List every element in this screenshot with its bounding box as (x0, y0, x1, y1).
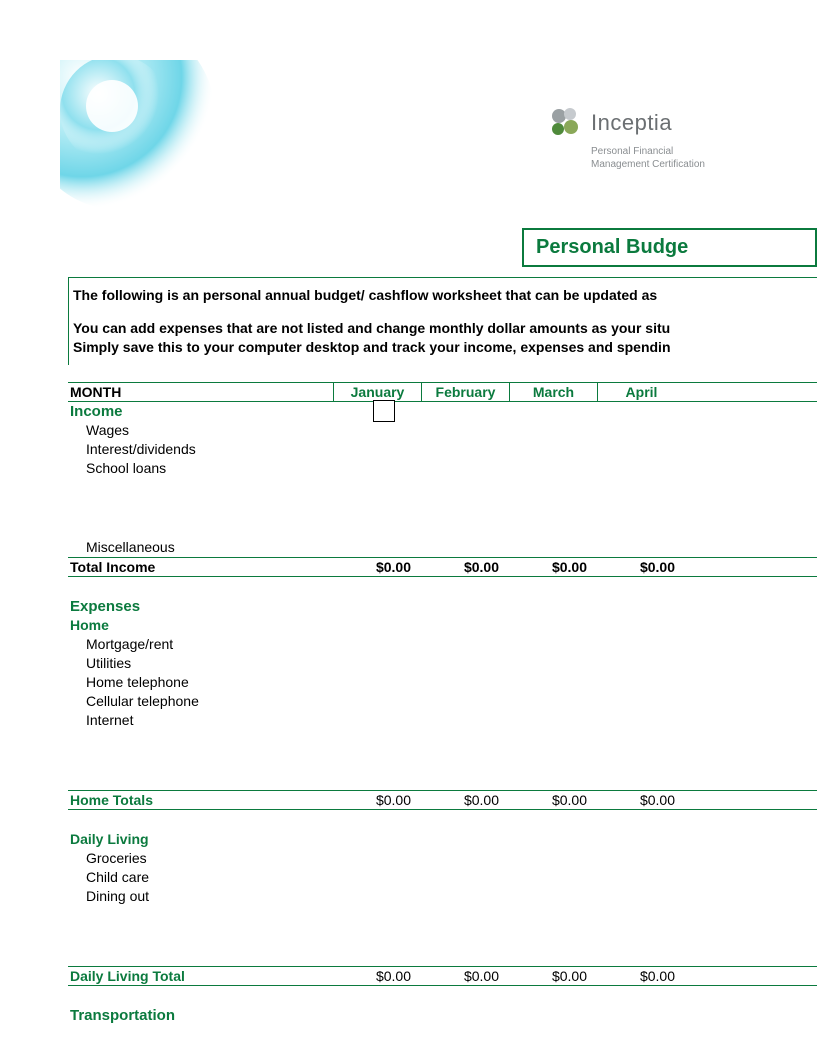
label-mortgage: Mortgage/rent (68, 635, 333, 654)
transportation-header-row: Transportation (68, 1006, 817, 1025)
intro-paragraph-1: The following is an personal annual budg… (73, 286, 811, 305)
budget-sheet: MONTH January February March April Incom… (68, 382, 817, 1025)
row-miscellaneous[interactable]: Miscellaneous (68, 538, 817, 557)
transportation-header: Transportation (68, 1006, 333, 1025)
label-dining-out: Dining out (68, 887, 333, 906)
row-child-care[interactable]: Child care (68, 868, 817, 887)
daily-total-apr: $0.00 (597, 967, 685, 985)
home-totals-row: Home Totals $0.00 $0.00 $0.00 $0.00 (68, 790, 817, 810)
home-header-row: Home (68, 616, 817, 635)
intro-text-box: The following is an personal annual budg… (68, 277, 817, 365)
label-daily-living-total: Daily Living Total (68, 967, 333, 985)
label-utilities: Utilities (68, 654, 333, 673)
label-internet: Internet (68, 711, 333, 730)
document-title: Personal Budge (536, 236, 803, 259)
label-miscellaneous: Miscellaneous (68, 538, 333, 557)
col-march[interactable]: March (509, 383, 597, 401)
income-header-row: Income (68, 402, 817, 421)
intro-line-2a: You can add expenses that are not listed… (73, 320, 670, 336)
daily-total-feb: $0.00 (421, 967, 509, 985)
row-wages[interactable]: Wages (68, 421, 817, 440)
col-april[interactable]: April (597, 383, 685, 401)
brand-logo: Inceptia Personal Financial Management C… (547, 105, 757, 171)
label-total-income: Total Income (68, 558, 333, 576)
total-income-mar: $0.00 (509, 558, 597, 576)
home-header: Home (68, 616, 333, 635)
expenses-header: Expenses (68, 597, 333, 616)
intro-paragraph-2: You can add expenses that are not listed… (73, 319, 811, 357)
logo-mark-icon (547, 105, 583, 141)
month-header-row: MONTH January February March April (68, 382, 817, 402)
logo-tagline-line1: Personal Financial (591, 146, 673, 157)
row-school-loans[interactable]: School loans (68, 459, 817, 478)
row-cellular-telephone[interactable]: Cellular telephone (68, 692, 817, 711)
label-home-totals: Home Totals (68, 791, 333, 809)
daily-living-header: Daily Living (68, 830, 333, 849)
label-interest-dividends: Interest/dividends (68, 440, 333, 459)
home-total-mar: $0.00 (509, 791, 597, 809)
row-home-telephone[interactable]: Home telephone (68, 673, 817, 692)
home-total-apr: $0.00 (597, 791, 685, 809)
row-internet[interactable]: Internet (68, 711, 817, 730)
total-income-apr: $0.00 (597, 558, 685, 576)
income-header: Income (68, 402, 333, 421)
header-swirl-graphic (60, 60, 250, 250)
logo-tagline: Personal Financial Management Certificat… (591, 145, 757, 171)
logo-name: Inceptia (591, 110, 672, 136)
row-dining-out[interactable]: Dining out (68, 887, 817, 906)
label-groceries: Groceries (68, 849, 333, 868)
total-income-feb: $0.00 (421, 558, 509, 576)
daily-total-jan: $0.00 (333, 967, 421, 985)
label-home-telephone: Home telephone (68, 673, 333, 692)
logo-tagline-line2: Management Certification (591, 159, 705, 170)
home-total-jan: $0.00 (333, 791, 421, 809)
intro-line-2b: Simply save this to your computer deskto… (73, 339, 671, 355)
month-label: MONTH (68, 383, 333, 401)
daily-total-mar: $0.00 (509, 967, 597, 985)
row-groceries[interactable]: Groceries (68, 849, 817, 868)
col-january[interactable]: January (333, 383, 421, 401)
active-cell-cursor (373, 400, 395, 422)
total-income-jan: $0.00 (333, 558, 421, 576)
home-total-feb: $0.00 (421, 791, 509, 809)
col-february[interactable]: February (421, 383, 509, 401)
document-title-box: Personal Budge (522, 228, 817, 267)
label-cellular-telephone: Cellular telephone (68, 692, 333, 711)
row-utilities[interactable]: Utilities (68, 654, 817, 673)
label-school-loans: School loans (68, 459, 333, 478)
daily-living-total-row: Daily Living Total $0.00 $0.00 $0.00 $0.… (68, 966, 817, 986)
expenses-header-row: Expenses (68, 597, 817, 616)
row-mortgage[interactable]: Mortgage/rent (68, 635, 817, 654)
label-wages: Wages (68, 421, 333, 440)
label-child-care: Child care (68, 868, 333, 887)
total-income-row: Total Income $0.00 $0.00 $0.00 $0.00 (68, 557, 817, 577)
row-interest-dividends[interactable]: Interest/dividends (68, 440, 817, 459)
daily-living-header-row: Daily Living (68, 830, 817, 849)
